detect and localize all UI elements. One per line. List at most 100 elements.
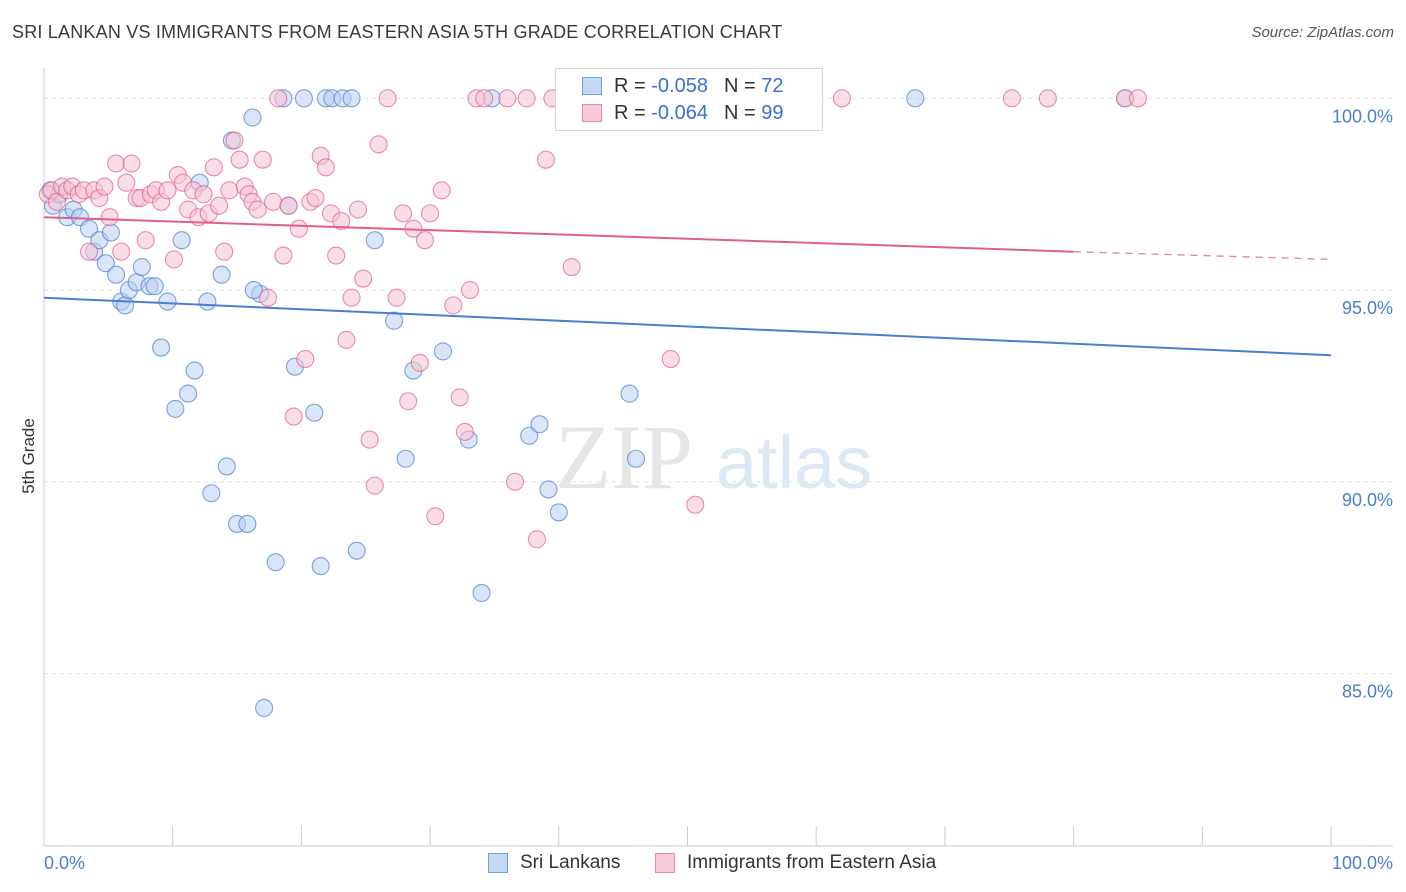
point-immigrants (562, 257, 581, 277)
point-immigrants (225, 131, 244, 150)
legend-n-label: N = (723, 101, 756, 124)
point-immigrants (332, 211, 351, 231)
point-immigrants (274, 246, 293, 265)
point-immigrants (264, 192, 283, 211)
x-tick-label-min: 0.0% (44, 853, 85, 873)
point-immigrants (365, 476, 384, 495)
point-immigrants (95, 177, 114, 196)
point-sri-lankans (342, 89, 361, 108)
legend-item-immigrants: Immigrants from Eastern Asia (655, 852, 936, 874)
point-immigrants (378, 89, 397, 108)
y-tick-labels: 100.0% 95.0% 90.0% 85.0% (1332, 106, 1393, 701)
point-immigrants (220, 181, 239, 200)
point-immigrants (100, 208, 119, 227)
y-tick-label: 95.0% (1342, 298, 1393, 318)
point-sri-lankans (107, 265, 126, 284)
point-sri-lankans (172, 231, 191, 250)
point-sri-lankans (116, 296, 135, 315)
point-immigrants (686, 495, 705, 514)
point-sri-lankans (472, 583, 491, 602)
point-sri-lankans (166, 399, 185, 418)
point-immigrants (410, 353, 429, 372)
point-sri-lankans (212, 265, 231, 284)
point-immigrants (426, 507, 445, 526)
point-sri-lankans (217, 457, 236, 476)
legend-r-value: -0.058 (651, 74, 708, 97)
point-immigrants (279, 196, 298, 215)
series-legend: Sri Lankans Immigrants from Eastern Asia (0, 852, 1406, 878)
legend-label-sri-lankans: Sri Lankans (520, 852, 621, 873)
legend-r-value: -0.064 (651, 101, 708, 124)
point-sri-lankans (244, 280, 263, 300)
point-sri-lankans (152, 338, 171, 357)
point-immigrants (215, 242, 234, 261)
series-sri-lankans (41, 89, 1135, 718)
point-sri-lankans (238, 514, 257, 533)
point-immigrants (455, 422, 474, 441)
watermark: ZIP atlas (555, 406, 872, 508)
point-immigrants (136, 231, 155, 250)
point-sri-lankans (305, 403, 324, 422)
legend-swatch-sri-lankans (582, 77, 602, 95)
legend-swatch-immigrants (655, 853, 675, 873)
point-immigrants (296, 350, 315, 369)
point-sri-lankans (433, 342, 453, 361)
point-immigrants (342, 288, 361, 307)
point-sri-lankans (530, 415, 549, 434)
point-immigrants (122, 154, 141, 173)
point-immigrants (194, 185, 213, 204)
point-immigrants (204, 158, 223, 177)
point-immigrants (253, 150, 272, 169)
point-immigrants (1038, 89, 1057, 108)
x-tick-label-max: 100.0% (1332, 853, 1393, 873)
point-sri-lankans (396, 449, 415, 468)
point-sri-lankans (365, 231, 384, 250)
point-immigrants (354, 269, 373, 288)
point-sri-lankans (96, 254, 115, 273)
point-immigrants (1128, 89, 1147, 108)
point-sri-lankans (202, 484, 221, 503)
y-tick-label: 100.0% (1332, 106, 1393, 126)
point-immigrants (158, 181, 177, 200)
point-immigrants (209, 196, 229, 215)
point-immigrants (517, 89, 536, 108)
point-sri-lankans (185, 361, 204, 380)
point-sri-lankans (266, 553, 285, 572)
point-sri-lankans (906, 89, 925, 108)
point-immigrants (527, 530, 546, 549)
legend-n-value: 72 (761, 74, 784, 97)
point-immigrants (107, 154, 126, 173)
trend-line-immigrants (43, 216, 1074, 253)
point-sri-lankans (539, 480, 558, 499)
legend-label-immigrants: Immigrants from Eastern Asia (687, 852, 937, 873)
point-sri-lankans (347, 541, 366, 560)
legend-n-value: 99 (761, 101, 784, 124)
legend-row-immigrants: R = -0.064 N = 99 (582, 100, 783, 126)
trend-lines (43, 216, 1332, 357)
legend-r-label: R = (614, 101, 646, 124)
point-immigrants (432, 181, 451, 200)
point-immigrants (536, 150, 555, 169)
chart-title: SRI LANKAN VS IMMIGRANTS FROM EASTERN AS… (12, 22, 783, 42)
point-sri-lankans (620, 384, 639, 403)
y-tick-label: 90.0% (1342, 490, 1393, 510)
legend-n-label: N = (723, 74, 756, 97)
point-sri-lankans (385, 311, 404, 330)
legend-row-sri-lankans: R = -0.058 N = 72 (582, 73, 783, 99)
point-sri-lankans (198, 292, 217, 311)
watermark-zip: ZIP (555, 406, 693, 508)
legend-swatch-sri-lankans (488, 853, 508, 873)
point-immigrants (284, 407, 303, 426)
trend-line-sri-lankans (43, 296, 1332, 357)
point-immigrants (505, 472, 525, 491)
point-immigrants (415, 231, 435, 250)
point-immigrants (360, 430, 379, 449)
point-immigrants (348, 200, 368, 219)
point-sri-lankans (132, 257, 151, 277)
point-immigrants (399, 392, 418, 411)
legend-r-label: R = (614, 74, 646, 97)
point-sri-lankans (101, 223, 120, 242)
point-sri-lankans (626, 449, 646, 468)
correlation-legend: R = -0.058 N = 72 R = -0.064 N = 99 (555, 68, 823, 131)
